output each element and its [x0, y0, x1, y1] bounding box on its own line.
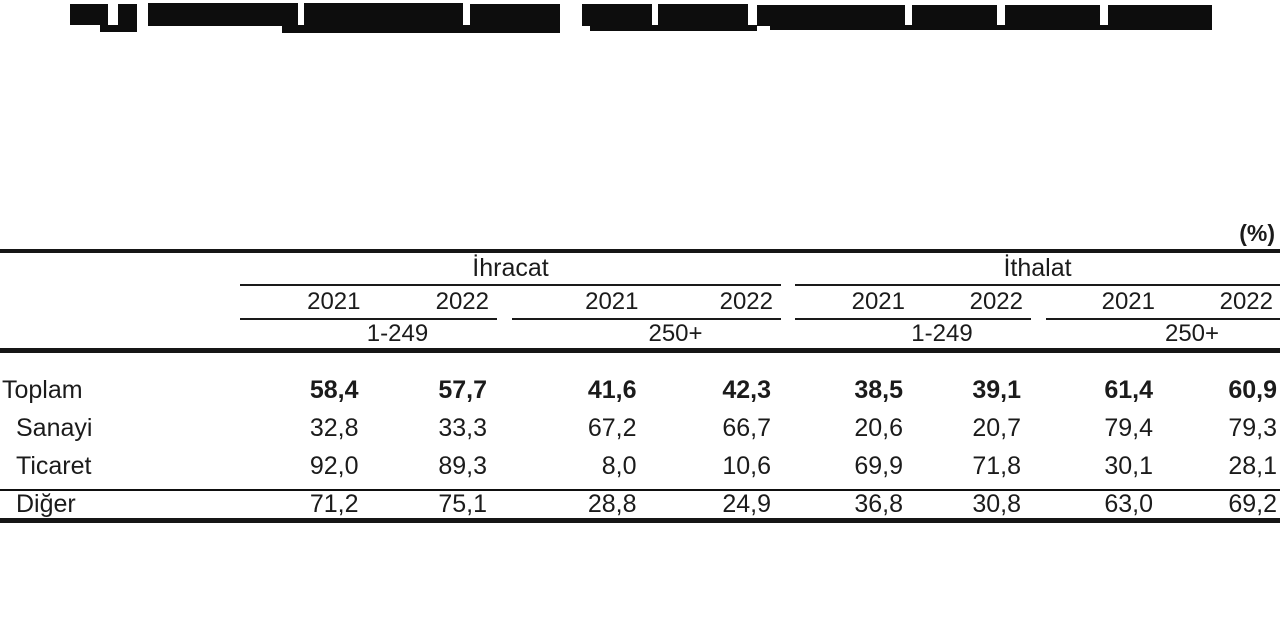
value-cell: 71,8 — [972, 451, 1021, 480]
redacted-title-block — [770, 25, 1212, 30]
row-label: Sanayi — [16, 413, 93, 442]
table-row-divider — [0, 489, 1280, 491]
value-cell: 79,4 — [1104, 413, 1153, 442]
year-column-header: 2021 — [512, 286, 647, 320]
redacted-title-block — [282, 25, 560, 33]
redacted-title-block — [70, 4, 108, 25]
redacted-title-block — [582, 4, 652, 26]
redacted-title-block — [118, 4, 137, 25]
size-class-label: 250+ — [1164, 320, 1220, 347]
table-bottom-rule — [0, 518, 1280, 523]
value-cell: 39,1 — [972, 375, 1021, 404]
value-cell: 92,0 — [309, 451, 359, 480]
unit-percent-label: (%) — [1239, 220, 1275, 246]
group-label-ihracat: İhracat — [240, 252, 781, 286]
value-cell: 41,6 — [587, 375, 637, 404]
table-header: İhracat İthalat 2021 2022 2021 2022 2021… — [0, 252, 1280, 348]
value-cell: 75,1 — [438, 489, 487, 518]
value-cell: 89,3 — [438, 451, 487, 480]
size-class-label: 1-249 — [366, 320, 429, 347]
value-cell: 66,7 — [722, 413, 771, 442]
year-column-header: 2022 — [1163, 286, 1280, 320]
table-body: Toplam 58,4 57,7 41,6 42,3 38,5 39,1 61,4 60,9 Sa… — [0, 353, 1280, 523]
value-cell: 33,3 — [438, 413, 487, 442]
value-cell: 71,2 — [309, 489, 359, 518]
value-cell: 67,2 — [587, 413, 637, 442]
value-cell: 42,3 — [722, 375, 771, 404]
year-column-header: 2022 — [368, 286, 497, 320]
value-cell: 61,4 — [1104, 375, 1153, 404]
value-cell: 30,8 — [972, 489, 1021, 518]
redacted-title-block — [658, 4, 748, 26]
value-cell: 60,9 — [1228, 375, 1277, 404]
redacted-title-block — [304, 3, 463, 26]
redacted-title-block — [757, 5, 905, 26]
redacted-title-block — [148, 3, 298, 26]
size-class-label: 250+ — [648, 320, 703, 347]
value-cell: 10,6 — [722, 451, 771, 480]
year-column-header: 2022 — [913, 286, 1031, 320]
table-header-rule — [0, 348, 1280, 353]
value-cell: 28,1 — [1228, 451, 1277, 480]
redacted-title-block — [1005, 5, 1100, 26]
value-cell: 24,9 — [722, 489, 771, 518]
year-column-header: 2022 — [646, 286, 781, 320]
table-top-rule — [0, 249, 1280, 253]
year-column-header: 2021 — [240, 286, 369, 320]
group-label-ithalat: İthalat — [795, 252, 1280, 286]
value-cell: 79,3 — [1228, 413, 1277, 442]
value-cell: 32,8 — [309, 413, 359, 442]
row-label: Ticaret — [16, 451, 92, 480]
value-cell: 20,6 — [854, 413, 903, 442]
year-column-header: 2021 — [795, 286, 913, 320]
row-label: Toplam — [2, 375, 83, 404]
value-cell: 69,2 — [1228, 489, 1277, 518]
value-cell: 20,7 — [972, 413, 1021, 442]
redacted-title-block — [1108, 5, 1212, 26]
value-cell: 57,7 — [438, 375, 487, 404]
redacted-title-block — [470, 4, 560, 26]
value-cell: 28,8 — [587, 489, 637, 518]
value-cell: 8,0 — [601, 451, 637, 480]
row-label: Diğer — [16, 489, 76, 518]
redacted-title-block — [100, 25, 137, 32]
value-cell: 58,4 — [309, 375, 359, 404]
value-cell: 63,0 — [1104, 489, 1153, 518]
year-column-header: 2021 — [1046, 286, 1163, 320]
value-cell: 30,1 — [1104, 451, 1153, 480]
redacted-title-block — [590, 25, 757, 31]
value-cell: 69,9 — [854, 451, 903, 480]
size-class-label: 1-249 — [911, 320, 973, 347]
value-cell: 38,5 — [854, 375, 903, 404]
value-cell: 36,8 — [854, 489, 903, 518]
redacted-title-block — [912, 5, 997, 26]
